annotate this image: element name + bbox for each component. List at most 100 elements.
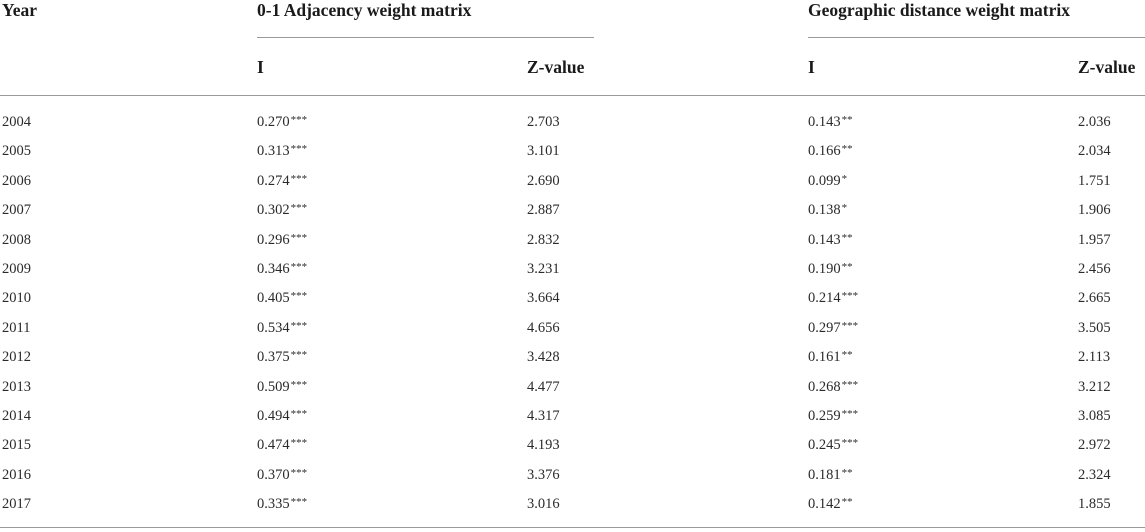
- adjacency-i-cell: 0.296***: [257, 226, 307, 256]
- distance-i-cell: 0.166**: [808, 137, 853, 167]
- adjacency-z-cell: 4.193: [527, 437, 560, 454]
- distance-i-cell: 0.143**: [808, 108, 853, 138]
- significance-marker: **: [841, 114, 853, 126]
- adjacency-i-cell: 0.405***: [257, 284, 307, 314]
- adjacency-z-cell: 2.690: [527, 172, 560, 189]
- header-adjacency-i: I: [257, 57, 264, 77]
- adjacency-z-cell: 2.832: [527, 231, 560, 248]
- table-row: 2007 0.302*** 2.887 0.138* 1.906: [0, 196, 1145, 225]
- adjacency-i-value: 0.494: [257, 408, 290, 424]
- header-bottom-rule: [0, 95, 1145, 96]
- adjacency-i-value: 0.313: [257, 143, 290, 160]
- distance-i-value: 0.181: [808, 466, 841, 483]
- distance-i-value: 0.143: [808, 114, 841, 130]
- adjacency-i-cell: 0.346***: [257, 255, 307, 285]
- significance-marker: ***: [290, 466, 308, 479]
- distance-z-cell: 1.751: [1078, 172, 1111, 189]
- distance-i-cell: 0.099*: [808, 167, 847, 197]
- year-cell: 2006: [2, 172, 31, 189]
- significance-marker: **: [841, 466, 853, 479]
- significance-marker: ***: [290, 496, 308, 509]
- significance-marker: ***: [290, 437, 308, 450]
- distance-i-value: 0.245: [808, 437, 841, 454]
- distance-i-value: 0.142: [808, 496, 841, 513]
- adjacency-z-cell: 2.703: [527, 114, 560, 130]
- header-adjacency-z: Z-value: [527, 57, 585, 77]
- significance-marker: ***: [841, 290, 859, 303]
- year-cell: 2013: [2, 378, 31, 395]
- distance-i-value: 0.166: [808, 143, 841, 160]
- significance-marker: ***: [290, 261, 308, 273]
- year-cell: 2007: [2, 202, 31, 219]
- distance-i-value: 0.297: [808, 319, 841, 336]
- significance-marker: ***: [290, 202, 308, 215]
- year-cell: 2008: [2, 231, 31, 248]
- table-row: 2006 0.274*** 2.690 0.099* 1.751: [0, 167, 1145, 196]
- adjacency-i-cell: 0.370***: [257, 461, 307, 491]
- table-row: 2016 0.370*** 3.376 0.181** 2.324: [0, 461, 1145, 490]
- distance-z-cell: 3.085: [1078, 408, 1111, 424]
- adjacency-i-cell: 0.270***: [257, 108, 307, 138]
- year-cell: 2009: [2, 261, 31, 277]
- adjacency-i-value: 0.534: [257, 319, 290, 336]
- adjacency-z-cell: 4.656: [527, 319, 560, 336]
- distance-i-value: 0.268: [808, 378, 841, 395]
- header-year: Year: [2, 0, 37, 20]
- table-row: 2010 0.405*** 3.664 0.214*** 2.665: [0, 284, 1145, 313]
- distance-i-value: 0.138: [808, 202, 841, 219]
- adjacency-z-cell: 2.887: [527, 202, 560, 219]
- distance-z-cell: 2.665: [1078, 290, 1111, 307]
- adjacency-i-cell: 0.474***: [257, 431, 307, 461]
- distance-i-cell: 0.245***: [808, 431, 858, 461]
- adjacency-i-cell: 0.509***: [257, 373, 307, 403]
- year-cell: 2005: [2, 143, 31, 160]
- distance-i-value: 0.143: [808, 231, 841, 248]
- significance-marker: **: [841, 143, 853, 156]
- year-cell: 2010: [2, 290, 31, 307]
- year-cell: 2014: [2, 408, 31, 424]
- significance-marker: **: [841, 349, 853, 362]
- distance-z-cell: 3.505: [1078, 319, 1111, 336]
- distance-i-value: 0.214: [808, 290, 841, 307]
- adjacency-i-value: 0.302: [257, 202, 290, 219]
- distance-z-cell: 1.957: [1078, 231, 1111, 248]
- year-cell: 2017: [2, 496, 31, 513]
- header-distance-group: Geographic distance weight matrix: [808, 0, 1070, 20]
- header-adjacency-group: 0-1 Adjacency weight matrix: [257, 0, 472, 20]
- year-cell: 2012: [2, 349, 31, 366]
- table-row: 2012 0.375*** 3.428 0.161** 2.113: [0, 343, 1145, 372]
- adjacency-i-value: 0.274: [257, 172, 290, 189]
- adjacency-i-cell: 0.335***: [257, 490, 307, 520]
- table-row: 2011 0.534*** 4.656 0.297*** 3.505: [0, 314, 1145, 343]
- adjacency-i-cell: 0.313***: [257, 137, 307, 167]
- significance-marker: ***: [290, 143, 308, 156]
- distance-i-cell: 0.181**: [808, 461, 853, 491]
- adjacency-z-cell: 4.317: [527, 408, 560, 424]
- table-row: 2004 0.270*** 2.703 0.143** 2.036: [0, 108, 1145, 137]
- significance-marker: ***: [290, 172, 308, 185]
- table-row: 2008 0.296*** 2.832 0.143** 1.957: [0, 226, 1145, 255]
- distance-i-cell: 0.259***: [808, 402, 858, 432]
- significance-marker: ***: [290, 349, 308, 362]
- adjacency-z-cell: 4.477: [527, 378, 560, 395]
- distance-z-cell: 2.456: [1078, 261, 1111, 277]
- distance-i-value: 0.161: [808, 349, 841, 366]
- distance-i-cell: 0.268***: [808, 373, 858, 403]
- distance-z-cell: 2.324: [1078, 466, 1111, 483]
- table-row: 2017 0.335*** 3.016 0.142** 1.855: [0, 490, 1145, 519]
- significance-marker: **: [841, 231, 853, 244]
- significance-marker: ***: [290, 114, 308, 126]
- distance-i-cell: 0.190**: [808, 255, 853, 285]
- table-bottom-rule: [0, 527, 1145, 528]
- distance-group-rule: [808, 37, 1145, 38]
- distance-z-cell: 1.906: [1078, 202, 1111, 219]
- adjacency-z-cell: 3.231: [527, 261, 560, 277]
- distance-z-cell: 2.034: [1078, 143, 1111, 160]
- table-row: 2015 0.474*** 4.193 0.245*** 2.972: [0, 431, 1145, 460]
- header-distance-z: Z-value: [1078, 57, 1136, 77]
- distance-i-cell: 0.143**: [808, 226, 853, 256]
- distance-i-cell: 0.214***: [808, 284, 858, 314]
- significance-marker: **: [841, 261, 853, 273]
- adjacency-i-cell: 0.375***: [257, 343, 307, 373]
- adjacency-z-cell: 3.664: [527, 290, 560, 307]
